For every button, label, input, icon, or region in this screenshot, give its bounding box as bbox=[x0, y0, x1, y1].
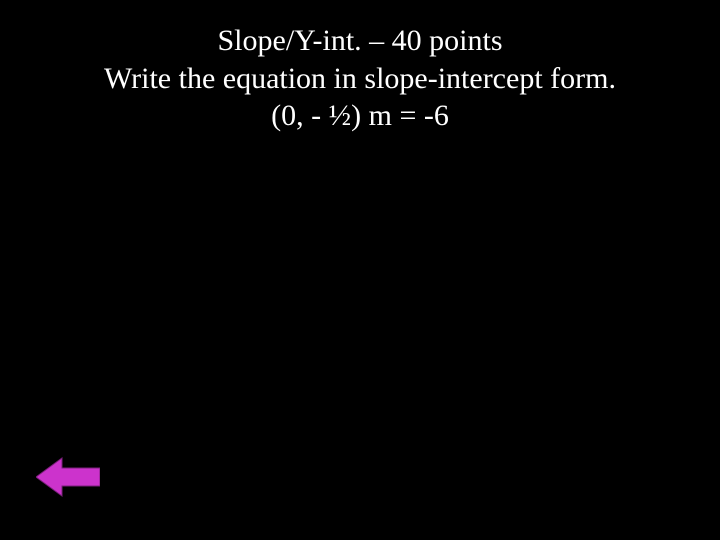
back-arrow-icon bbox=[36, 456, 100, 498]
question-detail: (0, - ½) m = -6 bbox=[0, 97, 720, 135]
back-button[interactable] bbox=[36, 456, 100, 498]
question-container: Slope/Y-int. – 40 points Write the equat… bbox=[0, 0, 720, 135]
category-title: Slope/Y-int. – 40 points bbox=[0, 22, 720, 60]
question-prompt: Write the equation in slope-intercept fo… bbox=[0, 60, 720, 98]
